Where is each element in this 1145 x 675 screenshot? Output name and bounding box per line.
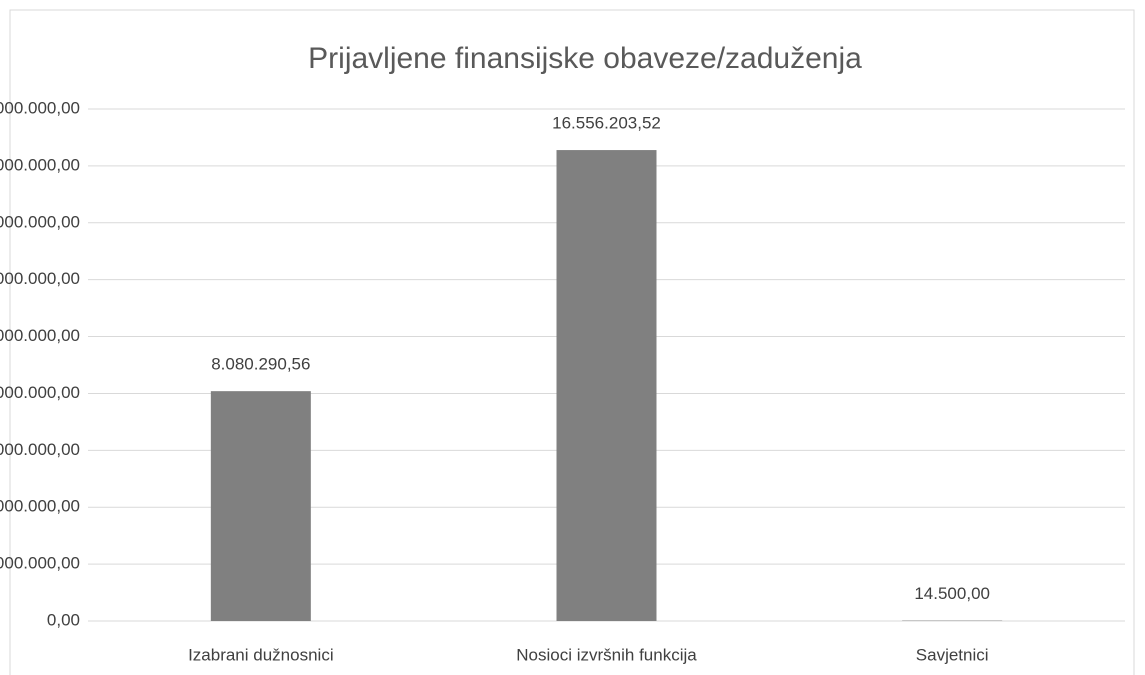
- y-tick-label: 16.000.000,00: [0, 155, 80, 174]
- y-tick-label: 8.000.000,00: [0, 383, 80, 402]
- data-label: 8.080.290,56: [211, 355, 310, 374]
- y-tick-label: 10.000.000,00: [0, 326, 80, 345]
- data-label: 16.556.203,52: [552, 114, 661, 133]
- y-tick-label: 12.000.000,00: [0, 269, 80, 288]
- y-tick-label: 0,00: [47, 610, 80, 629]
- x-tick-label: Izabrani dužnosnici: [188, 645, 334, 664]
- y-tick-label: 14.000.000,00: [0, 212, 80, 231]
- chart-frame: [9, 9, 1135, 675]
- y-tick-label: 2.000.000,00: [0, 554, 80, 573]
- y-tick-label: 4.000.000,00: [0, 497, 80, 516]
- chart-title: Prijavljene finansijske obaveze/zaduženj…: [308, 42, 862, 75]
- bar: [556, 150, 657, 621]
- bar: [210, 391, 311, 621]
- y-tick-label: 6.000.000,00: [0, 440, 80, 459]
- data-label: 14.500,00: [914, 584, 990, 603]
- x-tick-label: Nosioci izvršnih funkcija: [516, 645, 697, 664]
- y-tick-label: 18.000.000,00: [0, 98, 80, 117]
- x-tick-label: Savjetnici: [916, 645, 989, 664]
